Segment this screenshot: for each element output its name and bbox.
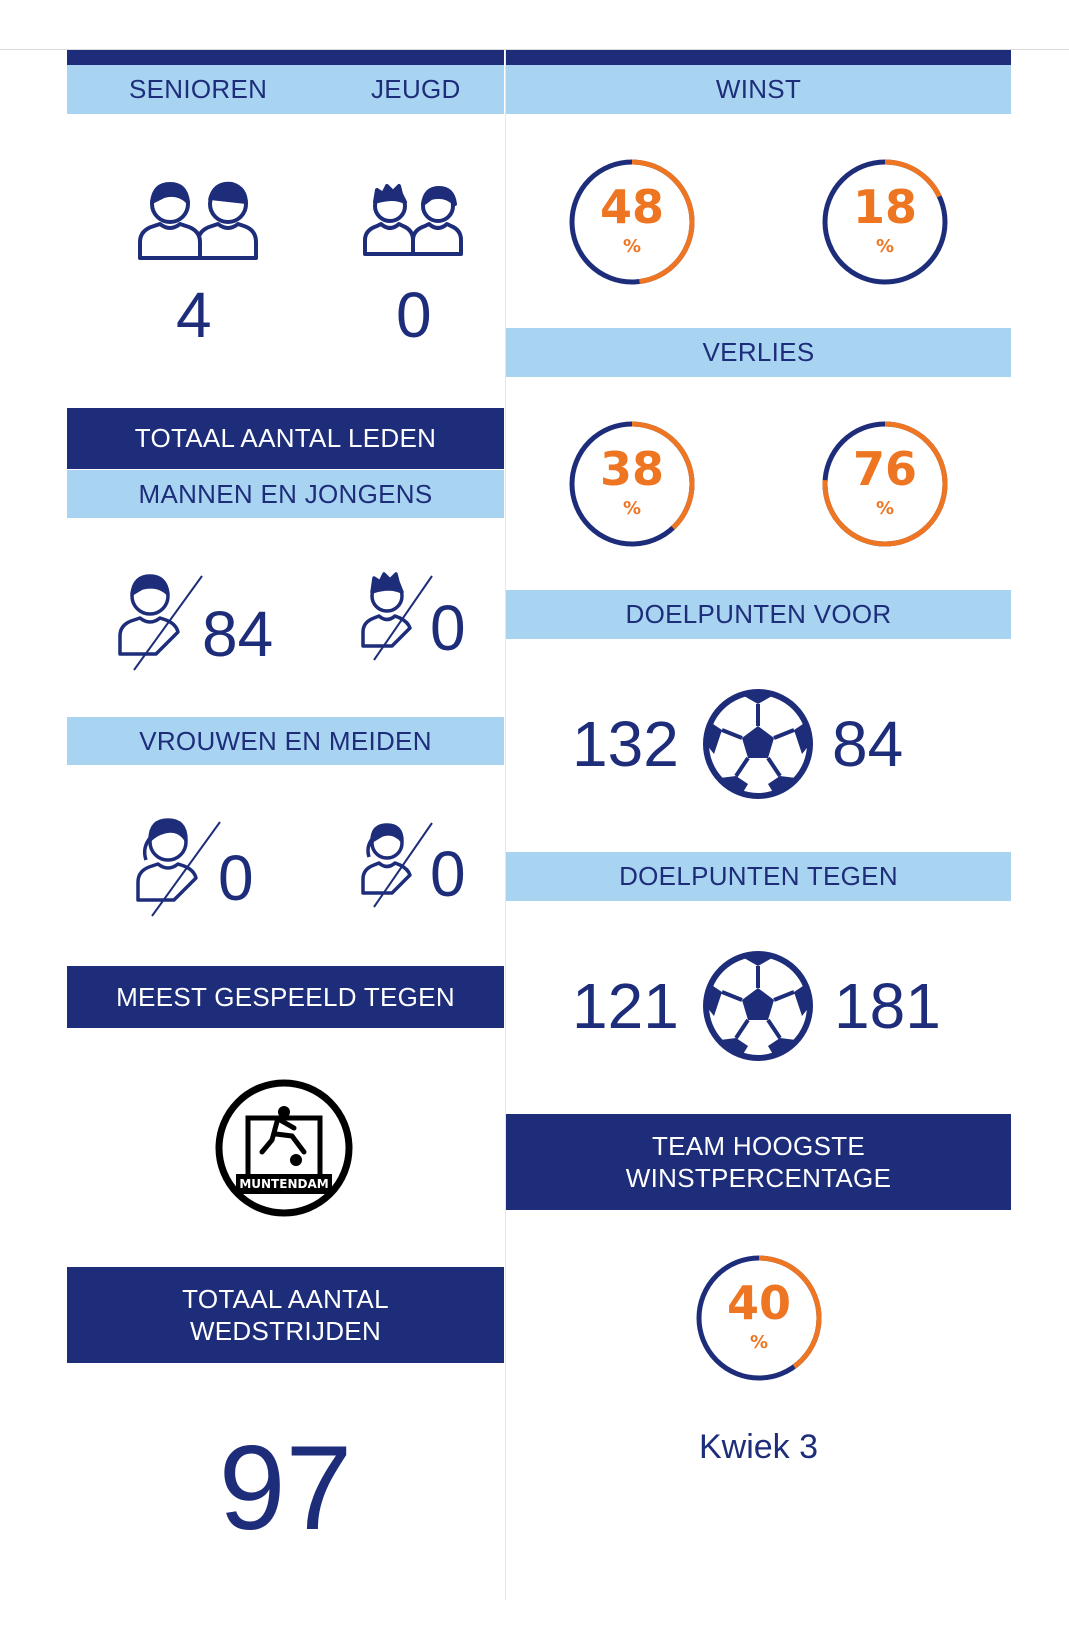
vrouwen-title: VROUWEN EN MEIDEN xyxy=(139,725,432,756)
doelpunten-voor-band: DOELPUNTEN VOOR xyxy=(506,590,1011,639)
doelpunten-tegen-band: DOELPUNTEN TEGEN xyxy=(506,852,1011,901)
totaal-wedstrijden-line1: TOTAAL AANTAL xyxy=(182,1283,389,1314)
ring-progress-arc xyxy=(569,159,695,285)
ring-percentage-value: 76 xyxy=(852,442,917,496)
ring-percentage-value: 18 xyxy=(852,180,917,234)
doelpunten-tegen-senior: 121 xyxy=(572,970,679,1042)
totaal-leden-band: TOTAAL AANTAL LEDEN xyxy=(67,408,504,469)
left-header-band: SENIOREN JEUGD xyxy=(67,65,504,114)
female-senior-icon xyxy=(136,818,221,917)
percentage-ring-graphic xyxy=(822,421,948,547)
team-hoogste-name: Kwiek 3 xyxy=(698,1428,819,1466)
winst-senior-ring: 48% xyxy=(568,158,696,286)
team-hoogste-line2: WINSTPERCENTAGE xyxy=(625,1163,892,1193)
verlies-senior-ring: 38% xyxy=(568,420,696,548)
vrouwen-senior-count: 0 xyxy=(218,842,254,914)
doelpunten-tegen-jeugd: 181 xyxy=(834,970,941,1042)
soccer-ball-icon xyxy=(703,951,813,1061)
totaal-wedstrijden-line2: WEDSTRIJDEN xyxy=(189,1316,382,1346)
senioren-count: 4 xyxy=(176,279,212,351)
header-senioren: SENIOREN xyxy=(129,74,268,105)
meest-gespeeld-band: MEEST GESPEELD TEGEN xyxy=(67,966,504,1028)
ring-percent-sign: % xyxy=(875,498,895,519)
soccer-ball-icon xyxy=(703,689,813,799)
team-hoogste-line1: TEAM HOOGSTE xyxy=(651,1130,866,1161)
opponent-logo: MUNTENDAM xyxy=(214,1078,354,1218)
ring-percent-sign: % xyxy=(749,1332,769,1353)
totaal-wedstrijden-value: 97 xyxy=(218,1421,353,1555)
verlies-jeugd-ring: 76% xyxy=(821,420,949,548)
ring-progress-arc xyxy=(696,1255,822,1381)
percentage-ring-graphic xyxy=(822,159,948,285)
percentage-ring-graphic xyxy=(569,159,695,285)
winst-band: WINST xyxy=(506,65,1011,114)
top-divider xyxy=(0,49,1069,50)
vrouwen-band: VROUWEN EN MEIDEN xyxy=(67,717,504,765)
senior-group-icon xyxy=(138,181,258,260)
verlies-band: VERLIES xyxy=(506,328,1011,377)
percentage-ring-graphic xyxy=(696,1255,822,1381)
ring-percent-sign: % xyxy=(875,236,895,257)
column-divider xyxy=(505,50,506,1600)
right-top-strip xyxy=(506,50,1011,65)
totaal-wedstrijden-band: TOTAAL AANTAL WEDSTRIJDEN xyxy=(67,1267,504,1363)
mannen-band: MANNEN EN JONGENS xyxy=(67,470,504,518)
winst-jeugd-ring: 18% xyxy=(821,158,949,286)
mannen-jeugd-count: 0 xyxy=(430,592,466,664)
team-hoogste-ring: 40% xyxy=(695,1254,823,1382)
youth-group-icon xyxy=(363,184,463,256)
ring-percent-sign: % xyxy=(622,498,642,519)
winst-title: WINST xyxy=(715,74,802,105)
ring-progress-arc xyxy=(569,421,695,547)
ring-percent-sign: % xyxy=(622,236,642,257)
vrouwen-jeugd-count: 0 xyxy=(430,838,466,910)
male-senior-icon xyxy=(118,574,203,671)
verlies-title: VERLIES xyxy=(702,337,815,368)
ring-progress-arc xyxy=(822,159,948,285)
doelpunten-tegen-title: DOELPUNTEN TEGEN xyxy=(619,861,898,892)
left-top-strip xyxy=(67,50,504,65)
doelpunten-voor-title: DOELPUNTEN VOOR xyxy=(625,599,892,630)
male-youth-icon xyxy=(361,572,433,661)
team-hoogste-band: TEAM HOOGSTE WINSTPERCENTAGE xyxy=(506,1114,1011,1210)
mannen-title: MANNEN EN JONGENS xyxy=(138,478,433,509)
meest-gespeeld-title: MEEST GESPEELD TEGEN xyxy=(116,981,455,1012)
ring-percentage-value: 38 xyxy=(599,442,664,496)
ring-percentage-value: 48 xyxy=(599,180,664,234)
ring-progress-arc xyxy=(822,421,948,547)
header-jeugd: JEUGD xyxy=(371,74,461,105)
mannen-senior-count: 84 xyxy=(202,598,274,670)
percentage-ring-graphic xyxy=(569,421,695,547)
doelpunten-voor-senior: 132 xyxy=(572,708,679,780)
totaal-leden-title: TOTAAL AANTAL LEDEN xyxy=(134,423,437,454)
jeugd-count: 0 xyxy=(396,279,432,351)
female-youth-icon xyxy=(361,822,433,908)
opponent-logo-text: MUNTENDAM xyxy=(239,1177,329,1191)
doelpunten-voor-jeugd: 84 xyxy=(832,708,904,780)
ring-percentage-value: 40 xyxy=(726,1276,791,1330)
